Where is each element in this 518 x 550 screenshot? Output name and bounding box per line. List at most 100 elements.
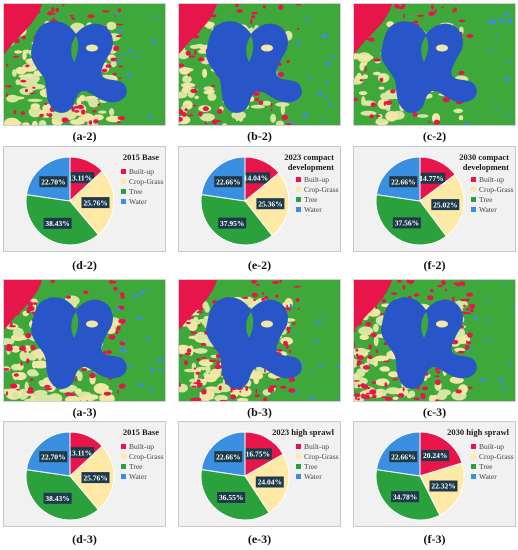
svg-text:Crop-Grass: Crop-Grass <box>479 185 514 194</box>
svg-text:13.11%: 13.11% <box>68 448 92 457</box>
legend-item-water: Water <box>296 205 322 214</box>
legend-item-tree: Tree <box>296 462 318 471</box>
data-label-water: 22.66% <box>214 176 243 188</box>
caption-e-2: (e-2) <box>247 258 272 272</box>
svg-text:24.04%: 24.04% <box>258 478 282 487</box>
caption-a-3: (a-3) <box>72 405 97 419</box>
data-label-water: 22.66% <box>389 176 418 188</box>
svg-text:38.43%: 38.43% <box>45 494 69 503</box>
svg-text:Water: Water <box>479 205 497 214</box>
data-label-water: 22.70% <box>39 176 68 188</box>
svg-text:37.56%: 37.56% <box>395 219 419 228</box>
svg-text:25.76%: 25.76% <box>83 198 107 207</box>
legend-item-crop-grass: Crop-Grass <box>471 185 514 194</box>
data-label-built-up: 14.04% <box>241 172 270 184</box>
data-label-water: 22.70% <box>39 451 68 463</box>
svg-text:Crop-Grass: Crop-Grass <box>129 177 164 186</box>
svg-text:Water: Water <box>129 472 147 481</box>
svg-text:14.77%: 14.77% <box>419 174 443 183</box>
svg-text:25.02%: 25.02% <box>433 200 457 209</box>
caption-d-2: (d-2) <box>72 258 97 272</box>
svg-text:14.04%: 14.04% <box>244 174 268 183</box>
caption-b-3: (b-3) <box>247 405 272 419</box>
svg-text:25.36%: 25.36% <box>258 199 282 208</box>
caption-b-2: (b-2) <box>247 129 272 143</box>
legend-item-tree: Tree <box>471 195 493 204</box>
land-cover-map-b-3 <box>178 279 341 402</box>
svg-text:34.78%: 34.78% <box>393 492 417 501</box>
data-label-tree: 38.43% <box>43 492 72 504</box>
svg-text:Tree: Tree <box>479 462 493 471</box>
svg-text:Built-up: Built-up <box>479 175 504 184</box>
legend-item-tree: Tree <box>296 195 318 204</box>
legend-item-water: Water <box>121 472 147 481</box>
legend-item-crop-grass: Crop-Grass <box>296 185 339 194</box>
data-label-tree: 34.78% <box>391 491 420 503</box>
chart-title: 2015 Base <box>123 152 159 162</box>
data-label-crop-grass: 25.76% <box>81 197 110 209</box>
chart-title: 2015 Base <box>123 427 159 437</box>
legend-item-crop-grass: Crop-Grass <box>471 452 514 461</box>
chart-title: 2023 compact development <box>284 152 334 172</box>
data-label-built-up: 13.11% <box>66 447 95 459</box>
svg-text:22.70%: 22.70% <box>41 177 65 186</box>
data-label-crop-grass: 25.76% <box>81 472 110 484</box>
legend-item-built-up: Built-up <box>296 175 329 184</box>
legend-item-crop-grass: Crop-Grass <box>121 452 164 461</box>
svg-text:Built-up: Built-up <box>304 442 329 451</box>
caption-a-2: (a-2) <box>72 129 97 143</box>
svg-text:Crop-Grass: Crop-Grass <box>304 452 339 461</box>
legend-item-water: Water <box>471 205 497 214</box>
data-label-crop-grass: 22.32% <box>429 480 458 492</box>
svg-text:22.66%: 22.66% <box>391 452 415 461</box>
svg-text:22.32%: 22.32% <box>431 482 455 491</box>
caption-f-3: (f-3) <box>423 532 446 546</box>
land-cover-map-a-3 <box>3 279 166 402</box>
svg-text:Water: Water <box>304 472 322 481</box>
svg-text:Built-up: Built-up <box>129 442 154 451</box>
svg-text:Built-up: Built-up <box>479 442 504 451</box>
legend-item-water: Water <box>471 472 497 481</box>
legend-item-built-up: Built-up <box>296 442 329 451</box>
data-label-crop-grass: 25.02% <box>431 199 460 211</box>
chart-title: 2023 high sprawl <box>272 427 335 437</box>
svg-text:Water: Water <box>304 205 322 214</box>
svg-text:Tree: Tree <box>129 462 143 471</box>
data-label-built-up: 16.75% <box>243 448 272 460</box>
data-label-crop-grass: 24.04% <box>255 476 284 488</box>
land-cover-map-a-2 <box>3 3 166 126</box>
svg-text:38.43%: 38.43% <box>45 219 69 228</box>
pie-chart-e-3: 16.75% 24.04% 36.55% 22.66% 2023 high sprawl… <box>178 421 341 527</box>
data-label-tree: 37.95% <box>218 217 247 229</box>
svg-text:Tree: Tree <box>304 195 318 204</box>
caption-c-3: (c-3) <box>422 405 447 419</box>
svg-text:Crop-Grass: Crop-Grass <box>479 452 514 461</box>
caption-e-3: (e-3) <box>247 532 272 546</box>
data-label-tree: 38.43% <box>43 217 72 229</box>
pie-chart-f-3: 20.24% 22.32% 34.78% 22.66% 2030 high sprawl… <box>353 421 516 527</box>
caption-c-2: (c-2) <box>422 129 447 143</box>
legend-item-crop-grass: Crop-Grass <box>121 177 164 186</box>
data-label-crop-grass: 25.36% <box>256 198 285 210</box>
svg-text:16.75%: 16.75% <box>246 450 270 459</box>
chart-title: 2030 compact development <box>459 152 509 172</box>
caption-f-2: (f-2) <box>423 258 446 272</box>
land-cover-map-c-2 <box>353 3 516 126</box>
pie-chart-d-3: 13.11% 25.76% 38.43% 22.70% 2015 Base Built-u… <box>3 421 166 527</box>
svg-text:22.70%: 22.70% <box>41 452 65 461</box>
svg-text:13.11%: 13.11% <box>68 173 92 182</box>
chart-title: 2030 high sprawl <box>447 427 510 437</box>
legend-item-water: Water <box>121 197 147 206</box>
data-label-tree: 37.56% <box>392 217 421 229</box>
legend-item-tree: Tree <box>121 462 143 471</box>
svg-text:Water: Water <box>129 197 147 206</box>
svg-text:Built-up: Built-up <box>129 167 154 176</box>
land-cover-map-c-3 <box>353 279 516 402</box>
land-cover-map-b-2 <box>178 3 341 126</box>
data-label-built-up: 13.11% <box>66 172 95 184</box>
svg-text:20.24%: 20.24% <box>423 451 447 460</box>
svg-text:Crop-Grass: Crop-Grass <box>304 185 339 194</box>
svg-text:Tree: Tree <box>129 187 143 196</box>
legend-item-tree: Tree <box>121 187 143 196</box>
svg-text:25.76%: 25.76% <box>83 473 107 482</box>
